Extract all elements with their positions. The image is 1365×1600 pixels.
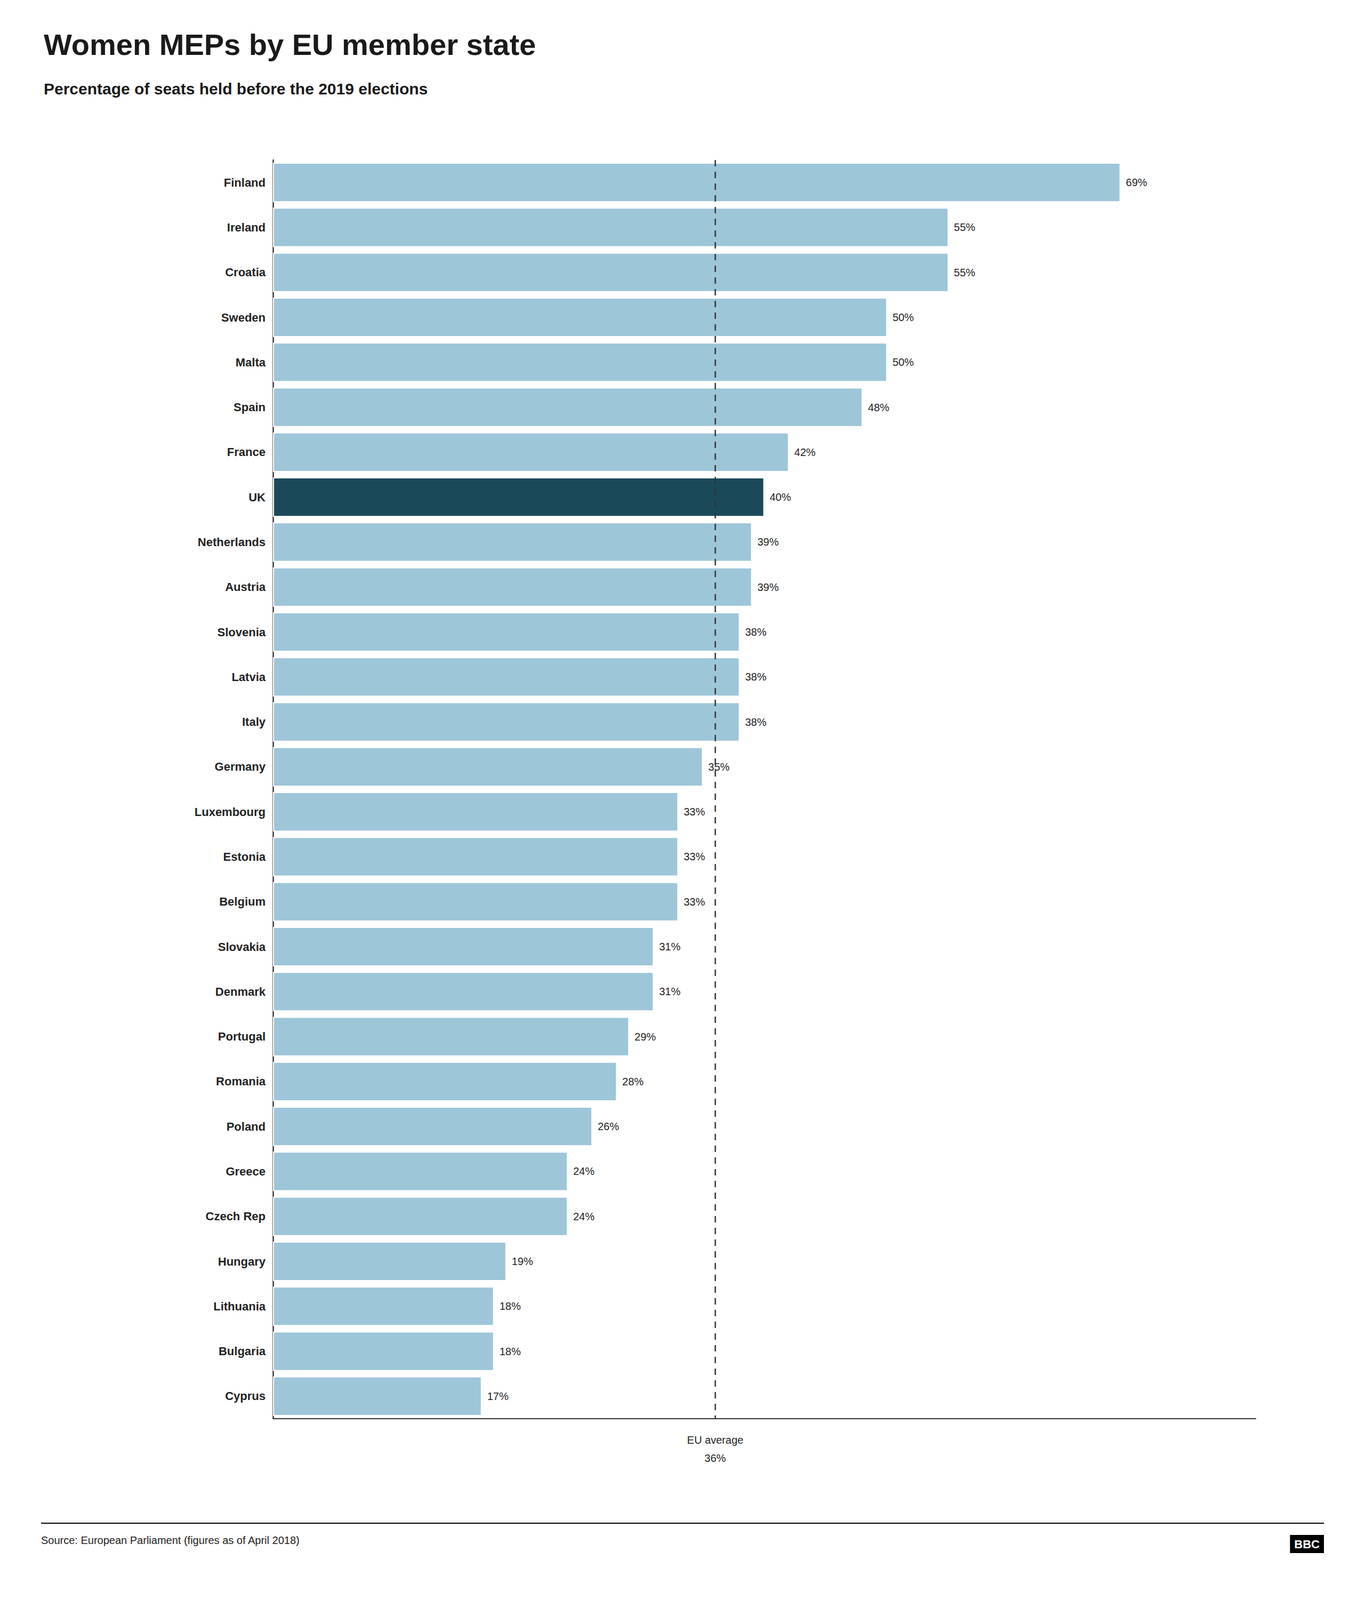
svg-text:35%: 35% [708,760,730,773]
svg-text:55%: 55% [953,266,976,279]
svg-text:24%: 24% [573,1165,595,1177]
svg-text:38%: 38% [744,670,767,683]
svg-text:Denmark: Denmark [215,984,267,999]
svg-text:Italy: Italy [242,715,267,729]
svg-text:Malta: Malta [235,355,267,369]
svg-text:Women MEPs by EU member state: Women MEPs by EU member state [43,27,536,62]
svg-text:Romania: Romania [215,1074,267,1088]
svg-text:19%: 19% [511,1255,534,1267]
svg-text:Poland: Poland [226,1119,266,1134]
svg-text:55%: 55% [953,221,976,234]
svg-text:Austria: Austria [225,580,267,594]
svg-text:Cyprus: Cyprus [225,1388,266,1403]
svg-text:28%: 28% [622,1075,644,1088]
svg-text:31%: 31% [659,940,681,953]
svg-text:29%: 29% [634,1030,656,1043]
svg-text:33%: 33% [683,850,705,863]
svg-text:48%: 48% [868,401,890,414]
svg-text:33%: 33% [683,895,705,908]
svg-text:17%: 17% [487,1390,509,1402]
svg-text:Source: European Parliament (f: Source: European Parliament (figures as … [41,1534,300,1546]
svg-text:42%: 42% [794,446,816,459]
svg-text:Latvia: Latvia [231,670,266,684]
svg-text:26%: 26% [597,1120,620,1132]
svg-text:Slovakia: Slovakia [218,940,267,954]
svg-text:24%: 24% [573,1210,595,1223]
svg-text:Germany: Germany [214,759,267,774]
svg-text:Percentage of seats held befor: Percentage of seats held before the 2019… [43,79,428,98]
svg-text:40%: 40% [769,491,792,503]
svg-text:Portugal: Portugal [218,1029,266,1043]
svg-text:36%: 36% [704,1451,726,1464]
svg-text:Spain: Spain [233,400,266,414]
svg-text:38%: 38% [744,625,767,638]
svg-text:Sweden: Sweden [221,310,266,325]
svg-text:Finland: Finland [223,175,266,190]
svg-text:38%: 38% [744,716,767,728]
svg-text:BBC: BBC [1294,1537,1320,1551]
svg-text:Bulgaria: Bulgaria [218,1344,267,1358]
svg-text:50%: 50% [892,311,914,324]
svg-text:Lithuania: Lithuania [213,1299,267,1313]
svg-text:31%: 31% [659,985,681,998]
svg-text:Greece: Greece [225,1164,266,1178]
svg-text:Hungary: Hungary [218,1254,267,1268]
svg-text:France: France [227,445,266,459]
svg-text:39%: 39% [757,581,779,593]
svg-text:18%: 18% [499,1345,521,1358]
svg-text:Slovenia: Slovenia [217,625,267,639]
svg-text:Luxembourg: Luxembourg [194,805,266,819]
svg-text:33%: 33% [683,805,705,818]
svg-text:50%: 50% [892,356,914,368]
svg-text:18%: 18% [499,1299,521,1312]
svg-text:Ireland: Ireland [227,220,266,235]
svg-text:Belgium: Belgium [219,894,266,909]
svg-text:UK: UK [248,490,266,504]
svg-text:39%: 39% [757,535,779,548]
svg-text:Netherlands: Netherlands [197,535,266,549]
svg-text:Croatia: Croatia [225,265,267,279]
svg-text:EU average: EU average [687,1433,744,1446]
svg-text:69%: 69% [1126,176,1148,189]
svg-text:Czech Rep: Czech Rep [205,1209,266,1223]
svg-text:Estonia: Estonia [223,849,267,864]
